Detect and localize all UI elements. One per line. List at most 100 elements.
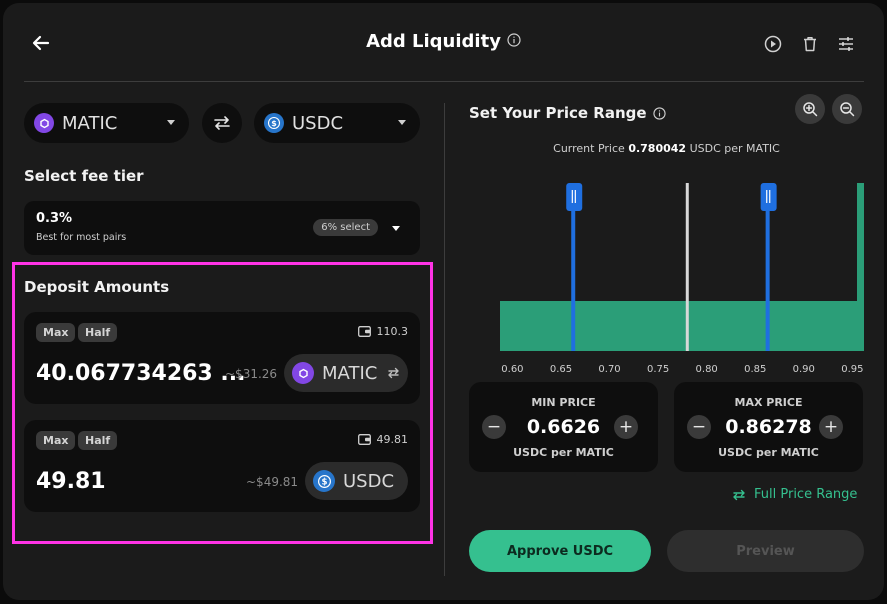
liquidity-spike: [857, 183, 864, 303]
max-price-box: MAX PRICE − 0.86278 + USDC per MATIC: [674, 382, 863, 472]
balance-value: 110.3: [376, 325, 409, 338]
deposit-card-token-a: Max Half 110.3 40.067734263 ... ~$31.26 …: [24, 312, 420, 404]
svg-text:$: $: [321, 477, 327, 487]
price-range-heading: Set Your Price Range: [469, 104, 647, 122]
axis-tick-label: 0.75: [647, 364, 669, 375]
column-divider: [444, 103, 445, 576]
min-range-line: [571, 185, 576, 351]
axis-tick-label: 0.65: [550, 364, 572, 375]
max-price-caption: MAX PRICE: [734, 396, 803, 409]
token-a-label: MATIC: [62, 112, 118, 134]
min-increase-button[interactable]: +: [614, 415, 638, 439]
half-button[interactable]: Half: [78, 431, 118, 450]
current-price-line: [685, 183, 689, 351]
current-price-label: Current Price: [553, 142, 625, 155]
min-price-caption: MIN PRICE: [531, 396, 596, 409]
amount-input[interactable]: 40.067734263 ...: [36, 361, 246, 386]
full-price-range-label: Full Price Range: [754, 487, 858, 502]
matic-icon: [292, 362, 314, 384]
deposit-token-a-select[interactable]: MATIC: [284, 354, 408, 392]
balance-display: 49.81: [357, 433, 409, 446]
max-range-handle[interactable]: [760, 183, 777, 211]
zoom-out-icon: [840, 102, 855, 117]
usdc-icon: $: [264, 113, 284, 133]
matic-icon: [34, 113, 54, 133]
token-a-select[interactable]: MATIC: [24, 103, 189, 143]
price-range-heading-wrap: Set Your Price Range: [469, 104, 666, 122]
min-price-unit: USDC per MATIC: [513, 446, 614, 459]
trash-icon[interactable]: [799, 33, 821, 55]
add-liquidity-panel: Add Liquidity MATIC $ USDC Select fee ti…: [3, 3, 884, 600]
fee-tier-description: Best for most pairs: [36, 232, 127, 243]
info-icon: [652, 106, 666, 120]
axis-tick-label: 0.95: [841, 364, 863, 375]
axis-tick-label: 0.85: [744, 364, 766, 375]
current-price-unit: USDC per MATIC: [689, 142, 780, 155]
usd-value: ~$49.81: [246, 475, 299, 489]
preview-button[interactable]: Preview: [667, 530, 864, 572]
approve-usdc-button[interactable]: Approve USDC: [469, 530, 651, 572]
fee-tier-heading: Select fee tier: [24, 167, 144, 185]
swap-tokens-button[interactable]: [202, 103, 242, 143]
zoom-in-button[interactable]: [795, 94, 825, 124]
chevron-down-icon: [398, 120, 406, 125]
max-decrease-button[interactable]: −: [687, 415, 711, 439]
full-price-range-link[interactable]: Full Price Range: [732, 487, 857, 502]
page-title: Add Liquidity: [366, 31, 501, 52]
play-icon[interactable]: [762, 33, 784, 55]
deposit-card-token-b: Max Half 49.81 49.81 ~$49.81 $ USDC: [24, 420, 420, 512]
fee-tier-value: 0.3%: [36, 211, 73, 226]
axis-tick-label: 0.80: [696, 364, 718, 375]
fee-select-chip: 6% select: [313, 219, 378, 236]
min-handle-grip: [571, 190, 573, 203]
min-range-handle[interactable]: [566, 183, 583, 211]
deposit-token-a-label: MATIC: [322, 362, 378, 384]
token-b-label: USDC: [292, 112, 344, 134]
settings-sliders-icon[interactable]: [835, 33, 857, 55]
liquidity-area: [500, 301, 864, 351]
min-price-input[interactable]: 0.6626: [526, 416, 601, 438]
max-handle-grip: [769, 190, 771, 203]
balance-value: 49.81: [376, 433, 409, 446]
axis-tick-label: 0.70: [598, 364, 620, 375]
price-range-chart[interactable]: 0.60 0.65 0.70 0.75 0.80 0.85 0.90 0.95: [493, 175, 864, 375]
max-button[interactable]: Max: [36, 431, 76, 450]
chevron-down-icon: [392, 226, 400, 231]
svg-text:$: $: [271, 119, 277, 128]
amount-input[interactable]: 49.81: [36, 469, 106, 494]
header-divider: [24, 81, 864, 82]
deposit-highlight-frame: [12, 262, 433, 544]
swap-arrows-icon: [388, 367, 399, 379]
max-price-input[interactable]: 0.86278: [725, 416, 812, 438]
axis-tick-label: 0.60: [501, 364, 523, 375]
swap-arrows-icon: [214, 116, 230, 130]
token-b-select[interactable]: $ USDC: [254, 103, 420, 143]
half-button[interactable]: Half: [78, 323, 118, 342]
axis-tick-label: 0.90: [793, 364, 815, 375]
zoom-out-button[interactable]: [832, 94, 862, 124]
chevron-down-icon: [167, 120, 175, 125]
min-handle-grip: [574, 190, 576, 203]
min-decrease-button[interactable]: −: [482, 415, 506, 439]
swap-arrows-icon: [733, 489, 745, 500]
back-arrow-icon[interactable]: [29, 31, 53, 55]
deposit-heading: Deposit Amounts: [24, 278, 170, 296]
deposit-token-b-label: USDC: [343, 470, 395, 492]
fee-tier-select[interactable]: 0.3% Best for most pairs 6% select: [24, 201, 420, 255]
zoom-in-icon: [803, 102, 818, 117]
info-icon[interactable]: [507, 31, 521, 52]
max-price-unit: USDC per MATIC: [718, 446, 819, 459]
max-button[interactable]: Max: [36, 323, 76, 342]
min-price-box: MIN PRICE − 0.6626 + USDC per MATIC: [469, 382, 658, 472]
max-handle-grip: [766, 190, 768, 203]
current-price-line: Current Price 0.780042 USDC per MATIC: [469, 142, 864, 155]
current-price-value: 0.780042: [628, 142, 687, 155]
max-increase-button[interactable]: +: [819, 415, 843, 439]
wallet-icon: [357, 434, 371, 445]
wallet-icon: [357, 326, 371, 337]
usdc-icon: $: [313, 470, 335, 492]
usd-value: ~$31.26: [225, 367, 278, 381]
page-title-container: Add Liquidity: [3, 31, 884, 52]
balance-display: 110.3: [357, 325, 409, 338]
deposit-token-b-select[interactable]: $ USDC: [305, 462, 408, 500]
